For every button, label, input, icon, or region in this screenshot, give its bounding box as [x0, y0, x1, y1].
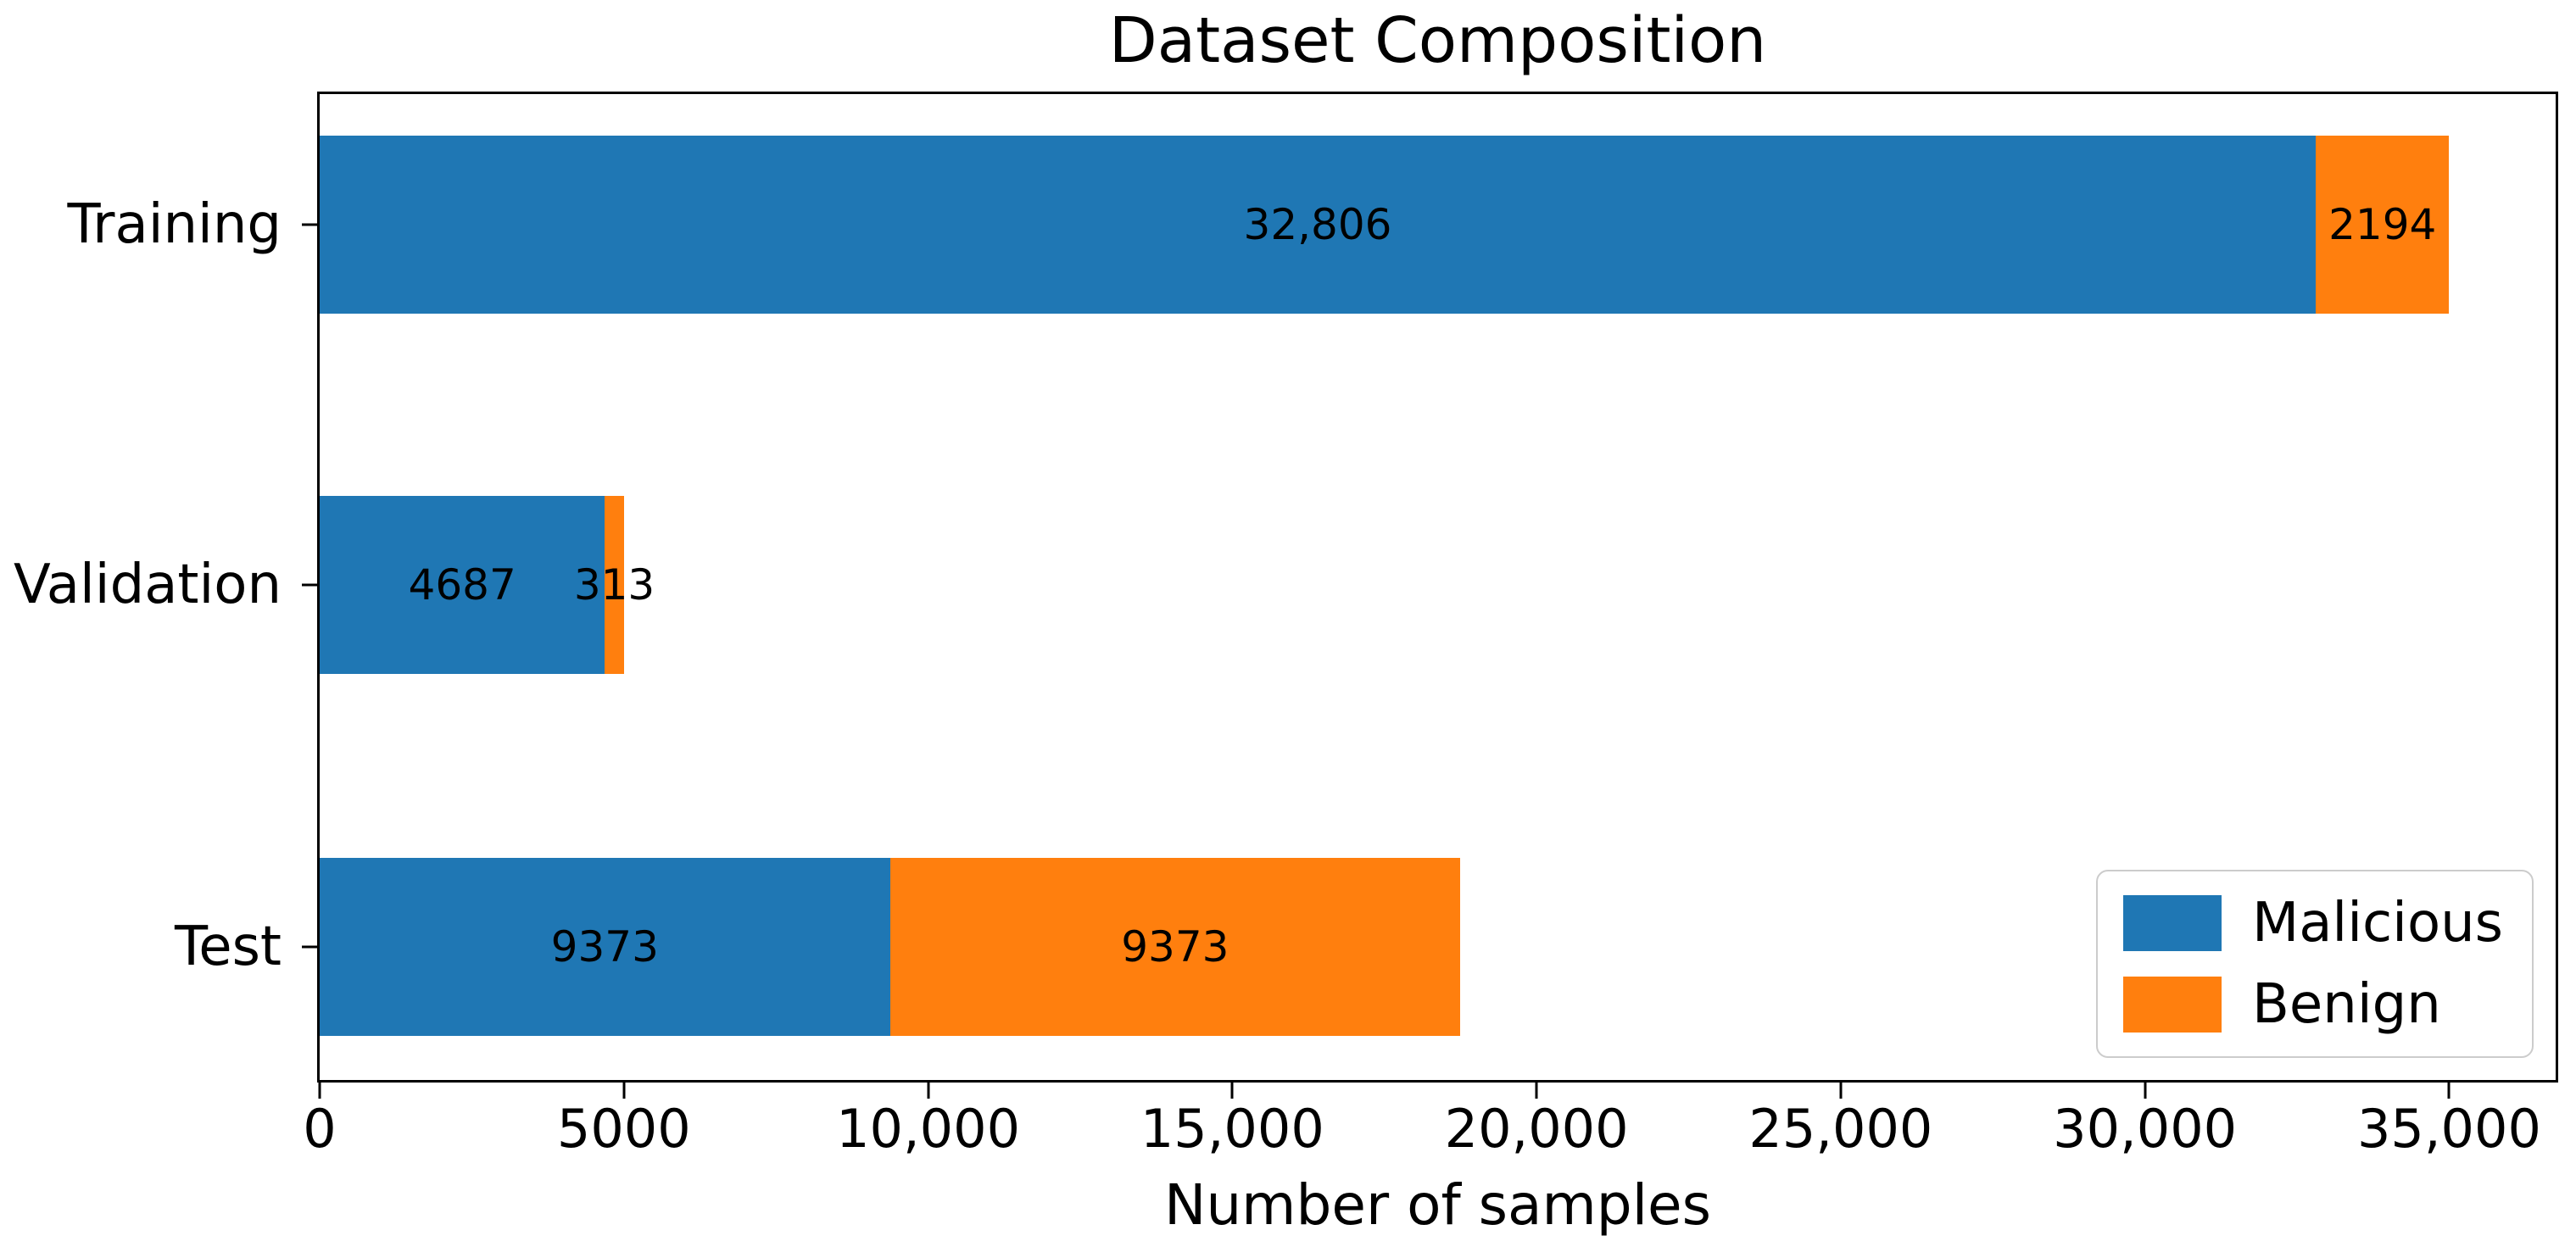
x-tick-label: 10,000: [836, 1098, 1021, 1160]
legend-swatch-benign: [2122, 977, 2222, 1033]
x-tick-label: 5000: [556, 1098, 691, 1160]
legend-row-benign: Benign: [2122, 973, 2503, 1036]
plot-area: 32,806 2194 4687 313 9373 9373: [317, 92, 2558, 1083]
x-axis-label: Number of samples: [1163, 1172, 1712, 1238]
x-tick-label: 0: [303, 1098, 337, 1160]
bar-value-label: 9373: [550, 922, 659, 971]
x-tick-mark: [318, 1083, 321, 1099]
bar-value-label: 313: [573, 560, 655, 610]
x-tick-label: 30,000: [2053, 1098, 2238, 1160]
x-tick-mark: [2144, 1083, 2147, 1099]
x-tick-label: 35,000: [2356, 1098, 2541, 1160]
x-tick-mark: [927, 1083, 930, 1099]
x-tick-mark: [1839, 1083, 1843, 1099]
bar-segment-test-benign: [889, 858, 1461, 1036]
y-tick-label-test: Test: [174, 916, 282, 978]
bar-segment-training-malicious: [320, 136, 2316, 314]
bar-value-label: 4687: [408, 560, 516, 610]
legend-label: Benign: [2251, 973, 2441, 1036]
bar-value-label: 9373: [1121, 922, 1229, 971]
bar-value-label: 32,806: [1243, 200, 1392, 249]
y-tick-mark: [302, 945, 317, 949]
legend-label: Malicious: [2251, 892, 2503, 955]
legend-row-malicious: Malicious: [2122, 892, 2503, 955]
legend: Malicious Benign: [2095, 870, 2534, 1058]
bar-value-label: 2194: [2328, 200, 2437, 249]
x-tick-mark: [1230, 1083, 1234, 1099]
x-tick-label: 25,000: [1748, 1098, 1933, 1160]
y-tick-mark: [302, 583, 317, 587]
x-tick-label: 20,000: [1444, 1098, 1629, 1160]
x-tick-label: 15,000: [1140, 1098, 1324, 1160]
bar-segment-validation-benign: [605, 496, 624, 674]
y-tick-label-validation: Validation: [13, 554, 282, 616]
chart-title: Dataset Composition: [1108, 4, 1767, 77]
legend-swatch-malicious: [2122, 895, 2222, 951]
y-tick-label-training: Training: [67, 193, 282, 256]
bar-segment-training-benign: [2315, 136, 2450, 314]
x-tick-mark: [2447, 1083, 2451, 1099]
x-tick-mark: [622, 1083, 626, 1099]
x-tick-mark: [1535, 1083, 1538, 1099]
bar-segment-validation-malicious: [320, 496, 605, 674]
y-tick-mark: [302, 223, 317, 226]
bar-segment-test-malicious: [320, 858, 890, 1036]
